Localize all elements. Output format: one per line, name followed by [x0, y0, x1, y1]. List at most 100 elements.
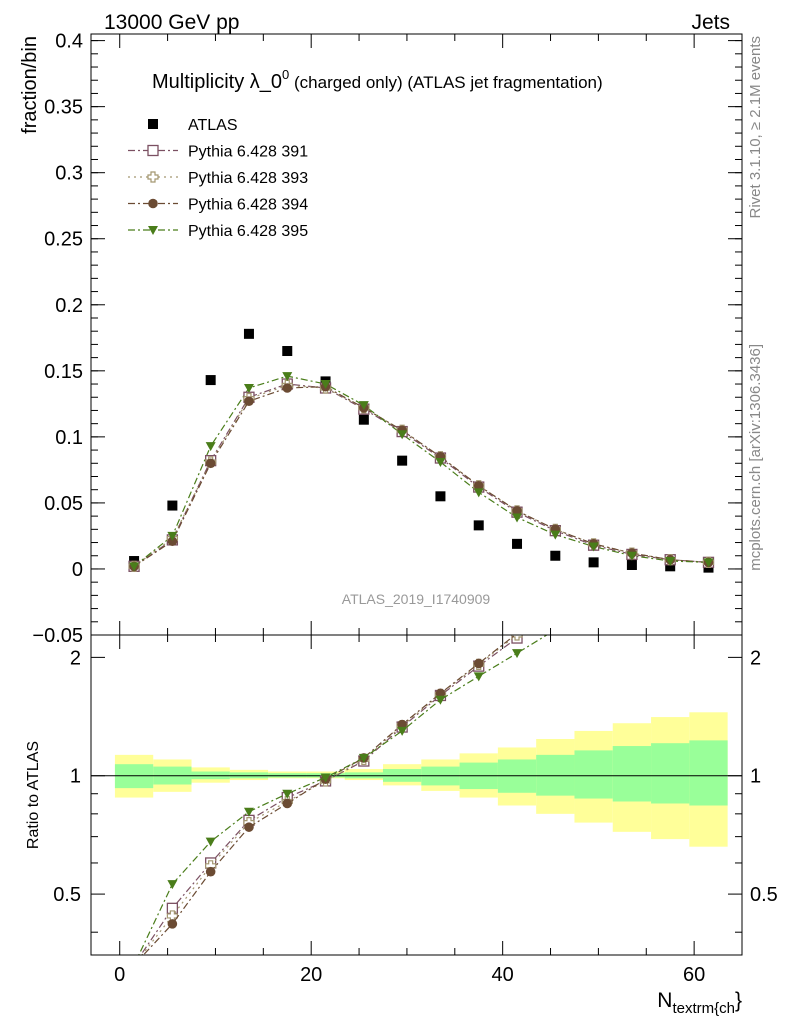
x-axis-label: Ntextrm{ch} [657, 989, 742, 1017]
legend-marker [148, 226, 158, 235]
y-tick-label: 0.15 [44, 361, 83, 383]
data-point [358, 414, 369, 425]
data-point [358, 401, 369, 411]
y-tick-label: 0.1 [55, 427, 83, 449]
data-point [588, 542, 599, 552]
ratio-series-group [138, 635, 548, 955]
y-tick-label: 0.3 [55, 163, 83, 185]
ratio-panel-frame [90, 634, 743, 956]
data-point [244, 396, 254, 407]
ratio-point [435, 688, 446, 699]
data-point [167, 531, 178, 541]
legend-marker [147, 144, 159, 157]
data-point [588, 557, 599, 568]
header-right-label: Jets [691, 11, 730, 34]
legend: ATLAS Pythia 6.428 391 Pythia 6.428 393 Pyt… [128, 117, 308, 240]
x-tick-label: 20 [300, 964, 322, 986]
analysis-watermark: ATLAS_2019_I1740909 [342, 591, 491, 607]
data-point [282, 346, 293, 357]
ratio-point [282, 798, 293, 809]
ratio-point [473, 672, 484, 682]
data-point [205, 442, 216, 452]
series-line [133, 386, 709, 567]
ratio-panel-content [138, 635, 548, 955]
ratio-point [511, 635, 523, 641]
data-point [397, 455, 408, 466]
data-point [665, 557, 676, 567]
y-tick-label: 0.25 [44, 229, 83, 251]
ratio-series-line [140, 635, 521, 955]
x-axis-label-sub: textrm{ch [672, 1000, 735, 1017]
ratio-tick-label-right: 2 [750, 647, 761, 669]
data-point [550, 550, 561, 561]
data-point [550, 530, 561, 540]
header-left-label: 13000 GeV pp [104, 11, 239, 34]
data-point [205, 375, 216, 386]
x-axis-label-close: } [735, 989, 742, 1012]
legend-label: Pythia 6.428 394 [188, 197, 308, 214]
ratio-point [205, 837, 216, 847]
ratio-panel-bands [91, 712, 742, 847]
chart-title-rest: (charged only) (ATLAS jet fragmentation) [289, 73, 602, 92]
ratio-point [397, 726, 408, 736]
chart-title: Multiplicity λ_00 (charged only) (ATLAS … [152, 67, 603, 93]
legend-marker [148, 198, 158, 209]
chart-title-superscript: 0 [282, 67, 289, 82]
data-point [703, 558, 714, 568]
data-point [205, 458, 216, 469]
ratio-uncertainty-band-inner [651, 743, 690, 804]
x-tick-label: 0 [114, 964, 125, 986]
y-tick-label: 0.4 [55, 31, 83, 53]
data-point [512, 513, 523, 523]
data-point [626, 559, 637, 570]
ratio-uncertainty-band-inner [689, 740, 728, 806]
ratio-point [244, 822, 254, 832]
data-point [435, 457, 446, 467]
y-tick-label: 0.35 [44, 97, 83, 119]
ratio-point [473, 658, 484, 669]
ratio-point [167, 880, 178, 890]
ratio-y-axis-label: Ratio to ATLAS [25, 741, 42, 849]
ratio-point [243, 807, 254, 817]
y-tick-label: 0 [72, 559, 83, 581]
ratio-point [205, 866, 216, 877]
data-point [397, 430, 408, 440]
data-point [243, 328, 254, 339]
x-tick-label: 40 [492, 964, 514, 986]
ratio-point [435, 695, 446, 705]
series-line [133, 375, 709, 567]
ratio-series-line [142, 635, 517, 955]
data-point [282, 383, 293, 393]
data-point [473, 488, 484, 498]
data-point [435, 491, 446, 502]
ratio-tick-label: 1 [70, 766, 81, 788]
ratio-point [358, 753, 369, 763]
ratio-point [512, 649, 523, 659]
legend-marker [147, 171, 159, 183]
data-point [282, 372, 293, 382]
x-tick-label: 60 [683, 964, 705, 986]
data-point [665, 561, 676, 572]
data-point [320, 380, 331, 390]
data-point [167, 536, 178, 547]
legend-label: Pythia 6.428 393 [188, 170, 308, 187]
y-tick-label: 0.05 [44, 493, 83, 515]
main-panel-content [128, 328, 715, 573]
ratio-series-line [141, 635, 518, 955]
series-line [133, 383, 709, 567]
legend-marker [148, 119, 158, 129]
x-axis-label-main: N [657, 989, 672, 1012]
data-point [167, 500, 178, 511]
data-point [473, 520, 484, 531]
y-tick-label: −0.05 [32, 625, 83, 647]
y-axis-label: fraction/bin [19, 36, 41, 134]
data-point [512, 506, 522, 516]
data-point [243, 383, 254, 393]
ratio-tick-label-right: 0.5 [750, 884, 778, 906]
data-point [129, 562, 140, 572]
ratio-point [282, 789, 293, 799]
data-point [626, 551, 637, 561]
